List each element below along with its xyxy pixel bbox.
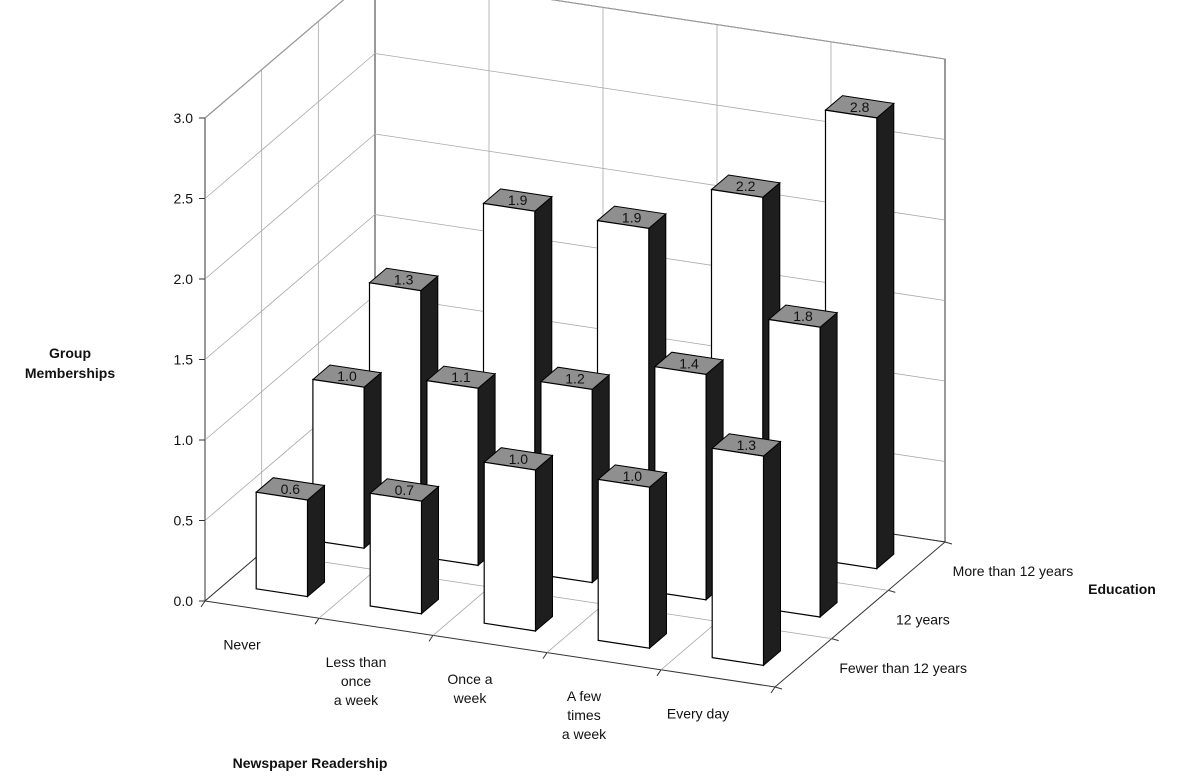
y-tick-label: 2.5: [174, 191, 194, 207]
x-tick: [428, 635, 434, 642]
bar-value-label: 1.9: [622, 209, 642, 225]
y-tick-label: 1.5: [174, 352, 194, 368]
bar-value-label: 1.2: [565, 370, 585, 386]
x-category-label: once: [341, 673, 372, 689]
bar: 1.3: [711, 433, 782, 667]
y-tick-label: 2.0: [174, 271, 194, 287]
bar-value-label: 1.9: [508, 192, 528, 208]
x-tick: [542, 652, 548, 659]
bar: 0.6: [255, 477, 326, 598]
y-tick-label: 3.0: [174, 110, 194, 126]
x-tick: [656, 669, 662, 677]
x-category-label: times: [567, 707, 600, 723]
x-category-label: Never: [223, 637, 261, 653]
bar-value-label: 1.1: [451, 369, 471, 385]
z-tick: [831, 638, 839, 642]
z-tick: [944, 541, 953, 545]
bar-side: [649, 471, 667, 650]
bar: 1.0: [483, 447, 554, 633]
bar-front: [711, 447, 765, 667]
bar-front: [483, 461, 537, 632]
y-tick-label: 0.0: [174, 593, 194, 609]
y-tick-label: 0.5: [174, 513, 194, 529]
bar-side: [307, 484, 325, 598]
bar: 1.8: [767, 304, 839, 619]
x-category-label: week: [453, 690, 488, 706]
z-axis-title: Education: [1088, 581, 1156, 597]
y-axis-title: Group: [49, 345, 91, 361]
bar-value-label: 1.3: [394, 271, 414, 287]
bar: 1.2: [539, 366, 611, 584]
bar-side: [421, 485, 439, 615]
bar-front: [768, 318, 821, 618]
x-category-label: Once a: [447, 671, 492, 687]
y-axis-title: Memberships: [25, 365, 115, 381]
bar-value-label: 1.8: [793, 308, 813, 324]
chart-bars: 1.3 1.9 1.9 2.2 2.8 1.0 1.1 1.2 1.4 1.8 0.6 0.7 1.0 1…: [255, 95, 895, 667]
z-series-label: 12 years: [896, 612, 950, 628]
z-series-label: More than 12 years: [953, 563, 1074, 579]
z-tick: [888, 589, 896, 593]
x-category-label: A few: [567, 688, 602, 704]
x-category-label: Less than: [326, 654, 387, 670]
x-tick: [770, 686, 776, 694]
bar-value-label: 1.0: [337, 368, 357, 384]
bar-side: [819, 311, 838, 619]
bar-front: [540, 381, 593, 584]
bar-front: [369, 492, 423, 615]
bar: 2.8: [824, 95, 895, 570]
bar-side: [876, 102, 895, 570]
bar-front: [654, 366, 707, 601]
chart-labels: 0.0 0.5 1.0 1.5 2.0 2.5 3.0 Never Less than once a…: [25, 110, 1156, 771]
bar-front: [426, 379, 479, 567]
x-axis-title: Newspaper Readership: [233, 755, 388, 771]
bar-value-label: 2.8: [850, 99, 870, 115]
x-tick: [314, 617, 320, 625]
bar-value-label: 2.2: [736, 178, 756, 194]
bar-front: [597, 478, 651, 649]
bar-value-label: 0.6: [281, 481, 301, 497]
bar-value-label: 1.0: [509, 451, 529, 467]
bar: 1.0: [311, 364, 383, 550]
bar-value-label: 0.7: [395, 482, 415, 498]
z-tick: [774, 686, 783, 690]
x-category-label: a week: [334, 692, 379, 708]
bar-side: [763, 440, 781, 667]
bar: 1.0: [597, 464, 668, 650]
bar-front: [824, 109, 878, 570]
x-tick: [200, 600, 206, 608]
x-category-label: Every day: [667, 705, 729, 721]
bar-front: [312, 378, 365, 549]
z-series-label: Fewer than 12 years: [839, 660, 967, 676]
bar-side: [535, 454, 553, 633]
bar: 0.7: [369, 478, 440, 615]
bar-front: [255, 491, 309, 598]
bar-value-label: 1.4: [679, 355, 699, 371]
x-category-label: a week: [562, 726, 607, 742]
bar-value-label: 1.0: [623, 468, 643, 484]
y-tick-label: 1.0: [174, 432, 194, 448]
bar-value-label: 1.3: [737, 437, 757, 453]
